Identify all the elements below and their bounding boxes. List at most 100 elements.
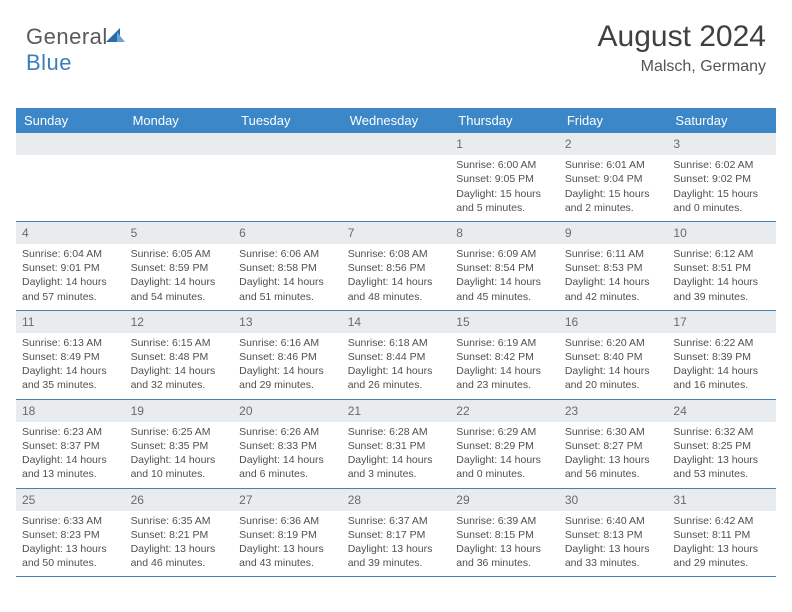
daylight-text: Daylight: 13 hours and 50 minutes. [22,542,119,570]
day-number: 23 [559,400,668,422]
logo-triangle2-icon [117,32,125,42]
daylight-text: Daylight: 14 hours and 57 minutes. [22,275,119,303]
calendar-day-cell: 31Sunrise: 6:42 AMSunset: 8:11 PMDayligh… [667,489,776,577]
calendar-week-row: 11Sunrise: 6:13 AMSunset: 8:49 PMDayligh… [16,311,776,400]
calendar-day-cell: 17Sunrise: 6:22 AMSunset: 8:39 PMDayligh… [667,311,776,399]
sunrise-text: Sunrise: 6:20 AM [565,336,662,350]
sunset-text: Sunset: 9:05 PM [456,172,553,186]
daylight-text: Daylight: 14 hours and 13 minutes. [22,453,119,481]
day-number: 26 [125,489,234,511]
sunset-text: Sunset: 8:44 PM [348,350,445,364]
calendar-day-cell: 15Sunrise: 6:19 AMSunset: 8:42 PMDayligh… [450,311,559,399]
sunset-text: Sunset: 8:59 PM [131,261,228,275]
day-number: 31 [667,489,776,511]
daylight-text: Daylight: 14 hours and 0 minutes. [456,453,553,481]
location-subtitle: Malsch, Germany [598,58,766,76]
sunrise-text: Sunrise: 6:04 AM [22,247,119,261]
day-number: 22 [450,400,559,422]
calendar-day-cell: 9Sunrise: 6:11 AMSunset: 8:53 PMDaylight… [559,222,668,310]
calendar-week-row: 1Sunrise: 6:00 AMSunset: 9:05 PMDaylight… [16,133,776,222]
calendar-day-cell: 29Sunrise: 6:39 AMSunset: 8:15 PMDayligh… [450,489,559,577]
daylight-text: Daylight: 14 hours and 26 minutes. [348,364,445,392]
sunrise-text: Sunrise: 6:06 AM [239,247,336,261]
day-number: 3 [667,133,776,155]
day-number: 27 [233,489,342,511]
calendar-day-cell: 12Sunrise: 6:15 AMSunset: 8:48 PMDayligh… [125,311,234,399]
day-number: 30 [559,489,668,511]
daylight-text: Daylight: 14 hours and 6 minutes. [239,453,336,481]
daylight-text: Daylight: 14 hours and 39 minutes. [673,275,770,303]
sunset-text: Sunset: 8:58 PM [239,261,336,275]
sunset-text: Sunset: 8:31 PM [348,439,445,453]
day-number: 13 [233,311,342,333]
day-number: 10 [667,222,776,244]
calendar-day-cell [342,133,451,221]
sunset-text: Sunset: 8:42 PM [456,350,553,364]
day-number: 14 [342,311,451,333]
daylight-text: Daylight: 14 hours and 45 minutes. [456,275,553,303]
day-number: 19 [125,400,234,422]
sunrise-text: Sunrise: 6:05 AM [131,247,228,261]
sunset-text: Sunset: 8:25 PM [673,439,770,453]
daylight-text: Daylight: 14 hours and 16 minutes. [673,364,770,392]
day-number: 2 [559,133,668,155]
sunrise-text: Sunrise: 6:25 AM [131,425,228,439]
sunset-text: Sunset: 8:33 PM [239,439,336,453]
sunset-text: Sunset: 8:56 PM [348,261,445,275]
sunrise-text: Sunrise: 6:22 AM [673,336,770,350]
calendar-day-cell: 30Sunrise: 6:40 AMSunset: 8:13 PMDayligh… [559,489,668,577]
calendar-weeks: 1Sunrise: 6:00 AMSunset: 9:05 PMDaylight… [16,133,776,577]
sunset-text: Sunset: 8:54 PM [456,261,553,275]
sunrise-text: Sunrise: 6:11 AM [565,247,662,261]
calendar-day-cell: 7 Sunrise: 6:08 AMSunset: 8:56 PMDaylight… [342,222,451,310]
sunset-text: Sunset: 8:35 PM [131,439,228,453]
calendar-day-cell: 2Sunrise: 6:01 AMSunset: 9:04 PMDaylight… [559,133,668,221]
sunrise-text: Sunrise: 6:32 AM [673,425,770,439]
daylight-text: Daylight: 14 hours and 29 minutes. [239,364,336,392]
day-number: 21 [342,400,451,422]
sunset-text: Sunset: 8:40 PM [565,350,662,364]
calendar-day-cell: 5Sunrise: 6:05 AMSunset: 8:59 PMDaylight… [125,222,234,310]
day-number [233,133,342,155]
dayhead-tuesday: Tuesday [233,108,342,133]
sunset-text: Sunset: 9:04 PM [565,172,662,186]
calendar-day-cell: 4Sunrise: 6:04 AMSunset: 9:01 PMDaylight… [16,222,125,310]
day-number: 17 [667,311,776,333]
calendar-day-cell: 27Sunrise: 6:36 AMSunset: 8:19 PMDayligh… [233,489,342,577]
daylight-text: Daylight: 14 hours and 20 minutes. [565,364,662,392]
calendar-day-cell [125,133,234,221]
sunset-text: Sunset: 8:17 PM [348,528,445,542]
daylight-text: Daylight: 13 hours and 46 minutes. [131,542,228,570]
calendar-day-cell: 22 Sunrise: 6:29 AMSunset: 8:29 PMDayligh… [450,400,559,488]
day-number: 16 [559,311,668,333]
sunrise-text: Sunrise: 6:30 AM [565,425,662,439]
daylight-text: Daylight: 14 hours and 48 minutes. [348,275,445,303]
calendar-day-cell: 18Sunrise: 6:23 AMSunset: 8:37 PMDayligh… [16,400,125,488]
sunrise-text: Sunrise: 6:35 AM [131,514,228,528]
sunrise-text: Sunrise: 6:29 AM [456,425,553,439]
daylight-text: Daylight: 14 hours and 35 minutes. [22,364,119,392]
day-number: 12 [125,311,234,333]
sunset-text: Sunset: 8:29 PM [456,439,553,453]
brand-logo: General Blue [26,24,125,76]
sunset-text: Sunset: 8:37 PM [22,439,119,453]
sunrise-text: Sunrise: 6:08 AM [348,247,445,261]
day-number: 24 [667,400,776,422]
sunrise-text: Sunrise: 6:18 AM [348,336,445,350]
calendar-day-cell: 13Sunrise: 6:16 AMSunset: 8:46 PMDayligh… [233,311,342,399]
calendar-day-cell: 14 Sunrise: 6:18 AMSunset: 8:44 PMDayligh… [342,311,451,399]
sunrise-text: Sunrise: 6:42 AM [673,514,770,528]
sunset-text: Sunset: 8:53 PM [565,261,662,275]
calendar-day-cell: 19Sunrise: 6:25 AMSunset: 8:35 PMDayligh… [125,400,234,488]
day-number: 7 [342,222,451,244]
daylight-text: Daylight: 13 hours and 56 minutes. [565,453,662,481]
calendar-day-cell [233,133,342,221]
day-number: 8 [450,222,559,244]
sunrise-text: Sunrise: 6:33 AM [22,514,119,528]
day-number: 11 [16,311,125,333]
day-number: 4 [16,222,125,244]
dayhead-monday: Monday [125,108,234,133]
daylight-text: Daylight: 13 hours and 36 minutes. [456,542,553,570]
calendar-day-cell: 26Sunrise: 6:35 AMSunset: 8:21 PMDayligh… [125,489,234,577]
sunrise-text: Sunrise: 6:02 AM [673,158,770,172]
